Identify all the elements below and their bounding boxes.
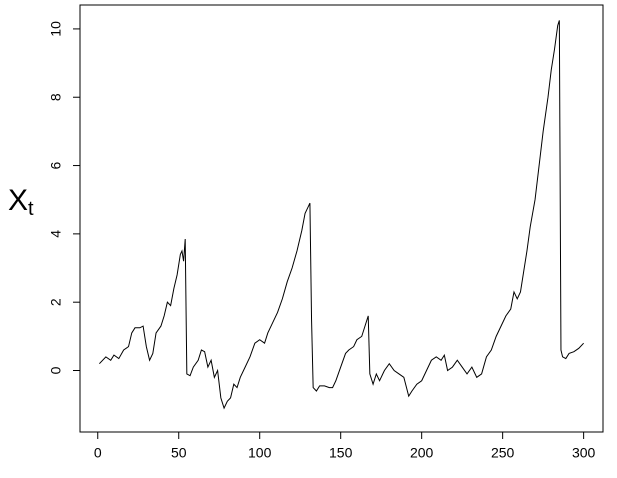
- plot-box: [79, 4, 604, 433]
- y-tick-label: 0: [48, 366, 64, 374]
- x-tick-label: 300: [572, 445, 596, 461]
- y-tick-label: 6: [48, 161, 64, 169]
- x-tick-label: 200: [410, 445, 434, 461]
- series-line: [99, 20, 584, 410]
- y-tick-label: 8: [48, 93, 64, 101]
- x-tick-label: 50: [171, 445, 187, 461]
- x-tick-label: 100: [248, 445, 272, 461]
- x-tick-label: 0: [94, 445, 102, 461]
- y-label-main: X: [8, 184, 28, 217]
- x-tick-label: 150: [329, 445, 353, 461]
- x-tick-label: 250: [491, 445, 515, 461]
- y-tick-label: 4: [48, 230, 64, 238]
- y-axis-label: Xt: [8, 184, 34, 220]
- y-label-sub: t: [28, 198, 34, 220]
- y-tick-label: 10: [48, 21, 64, 37]
- y-tick-label: 2: [48, 298, 64, 306]
